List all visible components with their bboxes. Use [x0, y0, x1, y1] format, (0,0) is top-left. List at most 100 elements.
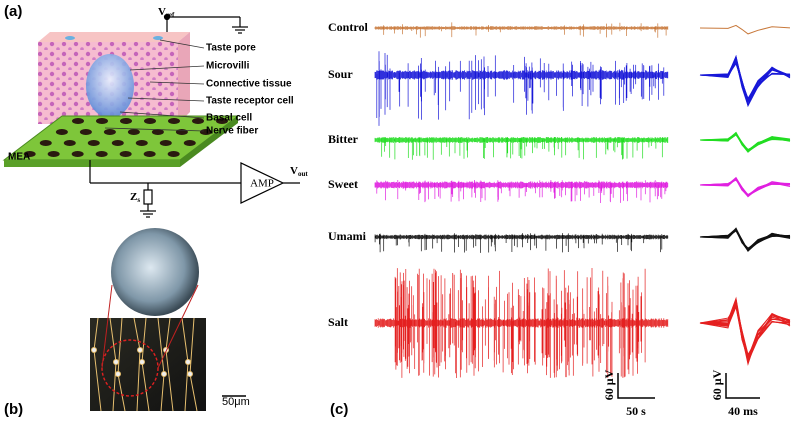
electrode: [23, 151, 36, 157]
electrode: [120, 118, 132, 124]
waveform: [699, 227, 791, 251]
waveform: [699, 61, 791, 108]
electrode: [151, 129, 164, 135]
callout-line: [104, 127, 205, 132]
vref: Vref: [158, 6, 175, 19]
callout-line: [129, 65, 205, 71]
electrode-pad: [113, 359, 119, 365]
electrode: [168, 118, 180, 124]
electrode: [159, 140, 172, 146]
panel-label: (b): [4, 401, 23, 418]
micrograph-zoom: [111, 228, 199, 316]
electrode: [143, 151, 156, 157]
electrode: [119, 151, 132, 157]
trace-label: Sour: [328, 67, 353, 81]
mea-front: [4, 160, 180, 167]
vout-main: V: [290, 165, 298, 177]
waveform: [699, 178, 791, 197]
waveform: [699, 58, 791, 107]
amp-circuit: [89, 160, 300, 218]
electrode-pad: [139, 359, 145, 365]
waveform: [699, 227, 791, 252]
electrode: [47, 151, 60, 157]
zs-main: Z: [130, 191, 137, 203]
zoom-line: [101, 284, 113, 369]
zs-sub: s: [137, 196, 140, 204]
traces: Control Sour Bitter Sweet Umami Salt: [328, 20, 791, 378]
waveform: [699, 58, 791, 104]
trace-label: Sweet: [328, 177, 358, 191]
taste-bud: [86, 54, 134, 118]
electrode: [87, 140, 100, 146]
waveform: [699, 178, 791, 198]
panel-label: (c): [330, 401, 348, 418]
electrode-pad: [161, 371, 167, 377]
callout-label: Nerve fiber: [206, 126, 258, 137]
zs: Zs: [130, 191, 140, 204]
electrode: [144, 118, 156, 124]
callout-label: Connective tissue: [206, 79, 292, 90]
callout-label: Taste pore: [206, 43, 256, 54]
waveform: [699, 24, 791, 35]
electrode: [55, 129, 68, 135]
tissue-side: [178, 32, 190, 124]
callout-line: [159, 39, 205, 49]
zoom-line: [157, 284, 199, 369]
trace: [374, 268, 669, 378]
callout-line: [149, 81, 205, 85]
callout-line: [119, 111, 205, 119]
amp-label: AMP: [250, 178, 274, 190]
trace: [374, 137, 669, 160]
electrode: [199, 129, 212, 135]
scale-label: 50μm: [222, 396, 250, 408]
waveform: [699, 134, 791, 151]
vout: Vout: [290, 165, 308, 178]
mea-label: MEA: [8, 152, 30, 163]
panel-label: (a): [4, 3, 22, 20]
taste-pore: [65, 36, 75, 40]
electrode: [192, 118, 204, 124]
waveform: [699, 303, 791, 356]
electrode: [79, 129, 92, 135]
electrode: [39, 140, 52, 146]
tissue-top: [38, 32, 190, 42]
taste-pore: [153, 36, 163, 40]
electrode: [72, 118, 84, 124]
waveform: [699, 229, 791, 252]
electrode: [135, 140, 148, 146]
electrode: [111, 140, 124, 146]
trace-label: Umami: [328, 229, 367, 243]
electrode: [183, 140, 196, 146]
electrode: [167, 151, 180, 157]
electrode-pad: [115, 371, 121, 377]
electrode: [71, 151, 84, 157]
electrode: [63, 140, 76, 146]
vref-main: V: [158, 6, 166, 18]
waveform: [699, 303, 791, 364]
electrode-pad: [187, 371, 193, 377]
trace: [374, 233, 669, 253]
electrode: [95, 151, 108, 157]
electrode: [96, 118, 108, 124]
trace: [374, 180, 669, 203]
electrode-pad: [137, 347, 143, 353]
scale-y: 60 μV: [602, 369, 616, 400]
trace-label: Bitter: [328, 132, 359, 146]
mea-side: [180, 116, 238, 167]
electrode-traces: [91, 317, 198, 412]
electrode-pad: [91, 347, 97, 353]
vout-sub: out: [298, 170, 308, 178]
scale-x: 40 ms: [728, 404, 758, 418]
waveform: [699, 229, 791, 251]
electrode: [103, 129, 116, 135]
electrode-pad: [185, 359, 191, 365]
electrode: [216, 118, 228, 124]
electrodes: [23, 118, 228, 157]
trace-label: Control: [328, 20, 368, 34]
trace: [374, 51, 669, 126]
scale-y: 60 μV: [710, 369, 724, 400]
electrode: [127, 129, 140, 135]
trace: [374, 22, 669, 38]
scale-bars: [617, 373, 760, 399]
